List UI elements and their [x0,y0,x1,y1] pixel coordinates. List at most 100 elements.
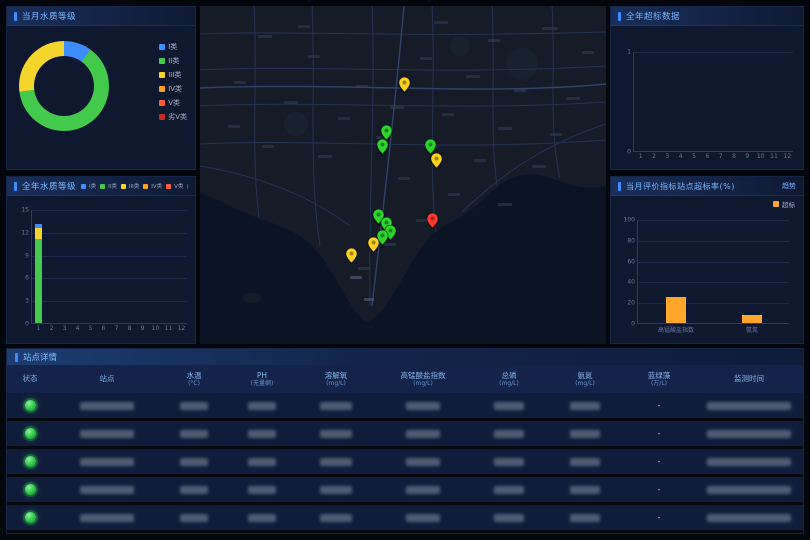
x-axis-label: 9 [141,325,145,332]
y-axis-label: 20 [627,300,635,307]
x-axis-label: 2 [50,325,54,332]
cell-ph [227,402,297,410]
status-cell [7,456,53,467]
cell-codmn [375,458,471,466]
legend-item[interactable]: II类 [159,56,187,66]
x-axis-label: 高锰酸盐指数 [658,325,694,334]
legend-swatch-icon [773,201,779,207]
x-axis-label: 6 [102,325,106,332]
gridline [638,303,789,304]
cell-do [297,430,375,438]
status-cell [7,428,53,439]
cell-nh3n [547,486,623,494]
redacted-value [494,458,524,466]
legend-item[interactable]: III类 [159,70,187,80]
legend-item[interactable]: I类 [159,42,187,52]
redacted-value [80,402,134,410]
redacted-value [248,486,276,494]
redacted-value [180,514,208,522]
x-axis-label: 4 [76,325,80,332]
y-axis-label: 80 [627,237,635,244]
cell-ph [227,486,297,494]
map-panel[interactable] [200,6,606,344]
status-online-icon [25,400,36,411]
gridline [32,256,187,257]
legend-item[interactable]: V类 [166,182,183,190]
bar-segment [35,239,42,323]
redacted-value [707,486,791,494]
legend-item[interactable]: V类 [159,98,187,108]
map-pin-icon[interactable] [431,153,442,168]
column-header: 状态 [7,365,53,393]
status-online-icon [25,428,36,439]
table-row[interactable]: - [7,505,803,533]
cell-temp [161,430,227,438]
x-axis-label: 9 [745,153,749,160]
y-axis-label: 0 [631,321,635,328]
cell-tp [471,430,547,438]
column-header: PH(无量纲) [227,365,297,393]
legend-item[interactable]: I类 [81,182,96,190]
legend-item[interactable]: 劣V类 [159,112,187,122]
rate-chart-legend[interactable]: 超标 [773,199,795,209]
map-pin-icon[interactable] [381,125,392,140]
cell-nh3n [547,402,623,410]
map-pin-icon[interactable] [427,213,438,228]
status-online-icon [25,456,36,467]
map-pin-icon[interactable] [377,139,388,154]
map-pin-icon[interactable] [399,77,410,92]
cell-algae: - [623,485,695,494]
y-axis-label: 12 [21,229,29,236]
redacted-value [320,402,352,410]
redacted-value [248,514,276,522]
gridline [32,278,187,279]
column-header: 站点 [53,365,161,393]
legend-item[interactable]: IV类 [143,182,162,190]
y-axis-label: 40 [627,279,635,286]
table-row[interactable]: - [7,393,803,421]
redacted-value [570,486,600,494]
cell-ph [227,430,297,438]
cell-do [297,458,375,466]
panel-exceed-rate: 当月评价指标站点超标率(%) 趋势 超标 020406080100高锰酸盐指数氨… [610,176,804,344]
x-axis-label: 氨氮 [746,325,758,334]
map-pin-icon[interactable] [346,248,357,263]
map-pin-icon[interactable] [425,139,436,154]
map-pin-icon[interactable] [368,237,379,252]
monthly-grade-donut-chart [19,41,109,131]
column-header: 监测时间 [695,365,803,393]
redacted-value [406,486,440,494]
legend-label: IV类 [151,182,162,190]
y-axis-label: 1 [627,49,631,56]
cell-algae: - [623,401,695,410]
x-axis-label: 5 [692,153,696,160]
legend-item[interactable]: III类 [121,182,139,190]
legend-item[interactable]: 劣V类 [187,182,188,190]
panel-header: 当月水质等级 [7,7,195,26]
redacted-value [80,430,134,438]
table-row[interactable]: - [7,421,803,449]
redacted-value [406,514,440,522]
gridline [638,241,789,242]
legend-swatch-icon [121,184,126,189]
x-axis-label: 2 [652,153,656,160]
cell-temp [161,458,227,466]
cell-tp [471,514,547,522]
redacted-value [494,402,524,410]
redacted-value [406,402,440,410]
redacted-value [570,514,600,522]
legend-item[interactable]: II类 [100,182,117,190]
legend-item[interactable]: IV类 [159,84,187,94]
gridline [634,52,793,53]
legend-swatch-icon [159,114,165,120]
table-row[interactable]: - [7,477,803,505]
table-row[interactable]: - [7,449,803,477]
gridline [638,262,789,263]
redacted-value [707,514,791,522]
cell-temp [161,514,227,522]
y-axis-label: 0 [25,321,29,328]
trend-link[interactable]: 趋势 [782,181,796,191]
status-cell [7,512,53,523]
legend-label: II类 [108,182,117,190]
map-canvas[interactable] [200,6,606,344]
